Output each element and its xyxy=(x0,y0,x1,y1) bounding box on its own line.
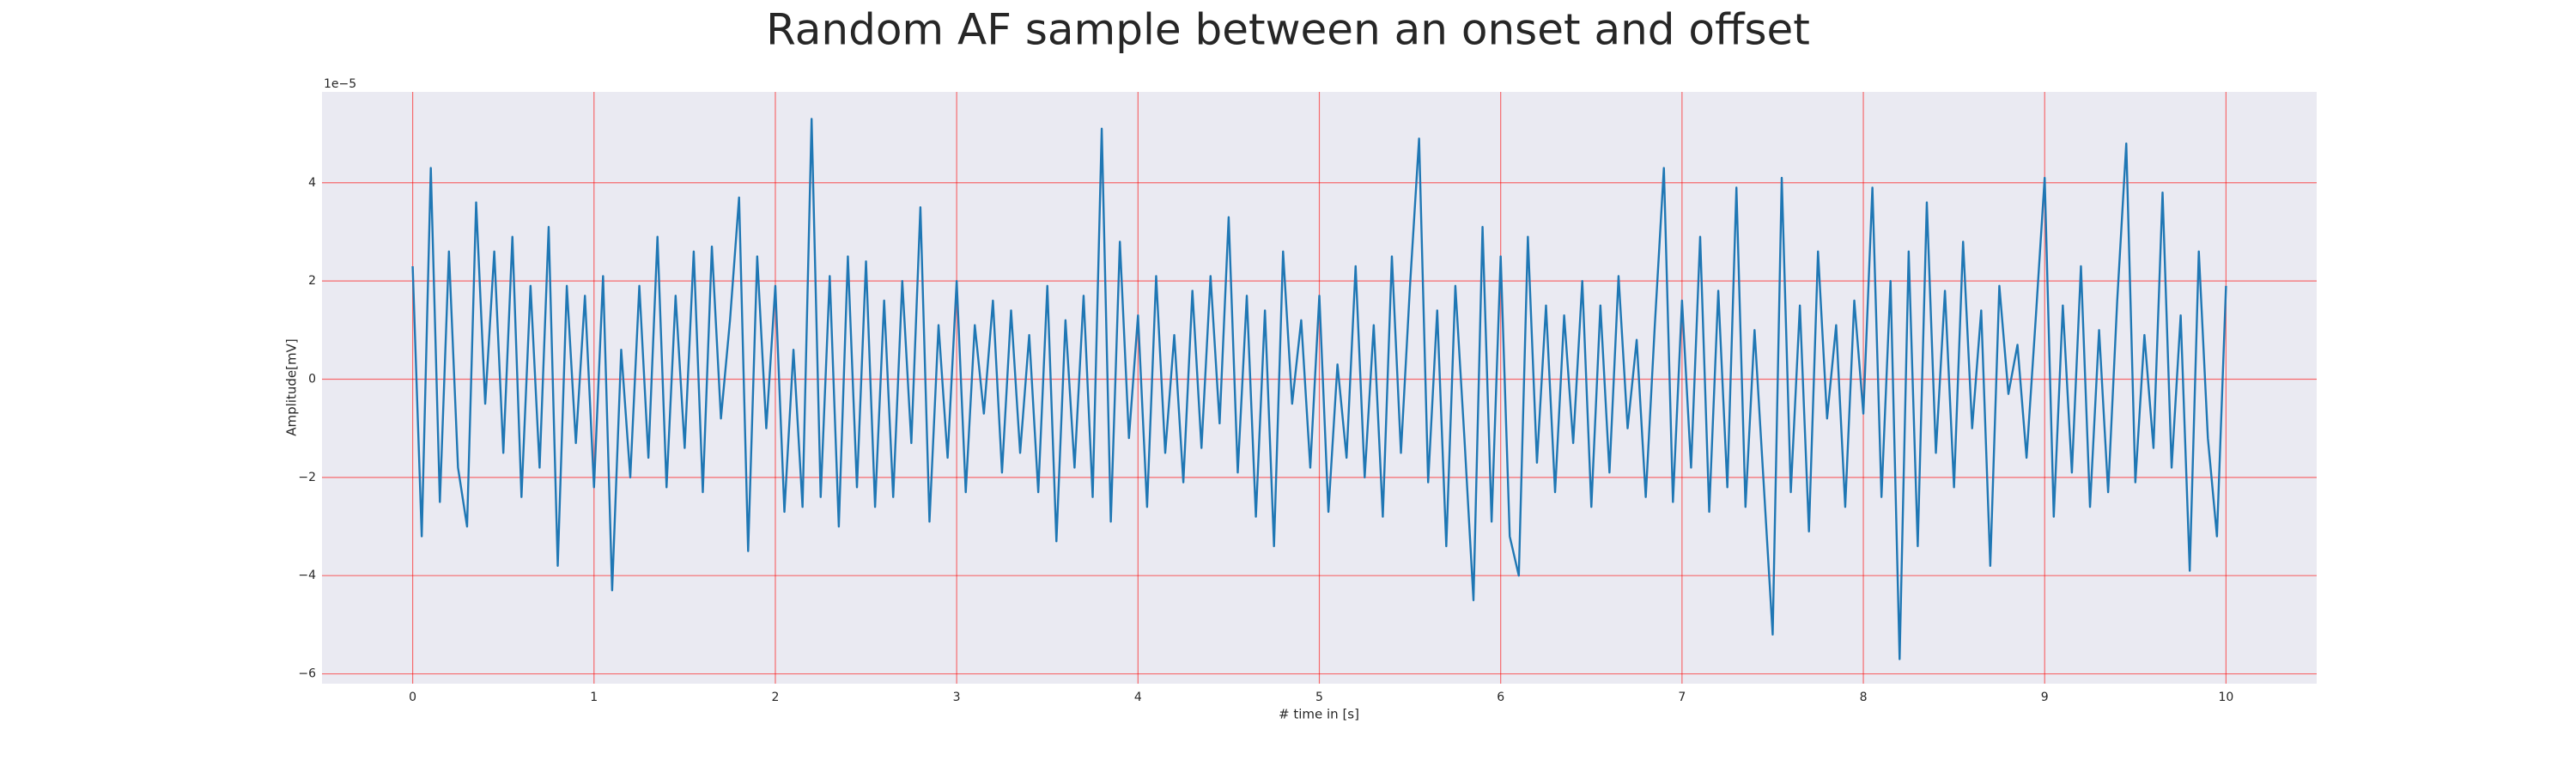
y-tick-label: −2 xyxy=(298,471,316,484)
x-tick-label: 2 xyxy=(771,691,779,704)
x-tick-label: 9 xyxy=(2041,691,2049,704)
y-axis-label: Amplitude[mV] xyxy=(284,338,300,435)
x-tick-label: 10 xyxy=(2218,691,2233,704)
y-tick-label: −6 xyxy=(298,667,316,681)
x-tick-label: 5 xyxy=(1315,691,1323,704)
chart-title: Random AF sample between an onset and of… xyxy=(766,5,1810,55)
y-tick-label: 0 xyxy=(308,372,316,386)
x-axis-label: # time in [s] xyxy=(1279,707,1359,722)
x-tick-label: 1 xyxy=(590,691,598,704)
x-tick-label: 8 xyxy=(1860,691,1868,704)
x-tick-label: 7 xyxy=(1678,691,1686,704)
y-tick-label: 2 xyxy=(308,274,316,288)
marks xyxy=(411,118,2227,660)
x-tick-label: 4 xyxy=(1134,691,1142,704)
y-tick-label: 4 xyxy=(308,176,316,190)
y-tick-label: −4 xyxy=(298,569,316,582)
x-tick-label: 0 xyxy=(409,691,416,704)
grid xyxy=(322,92,2317,684)
x-tick-label: 6 xyxy=(1497,691,1504,704)
y-offset-label: 1e−5 xyxy=(324,77,356,91)
signal-line xyxy=(411,118,2227,660)
x-tick-label: 3 xyxy=(953,691,961,704)
